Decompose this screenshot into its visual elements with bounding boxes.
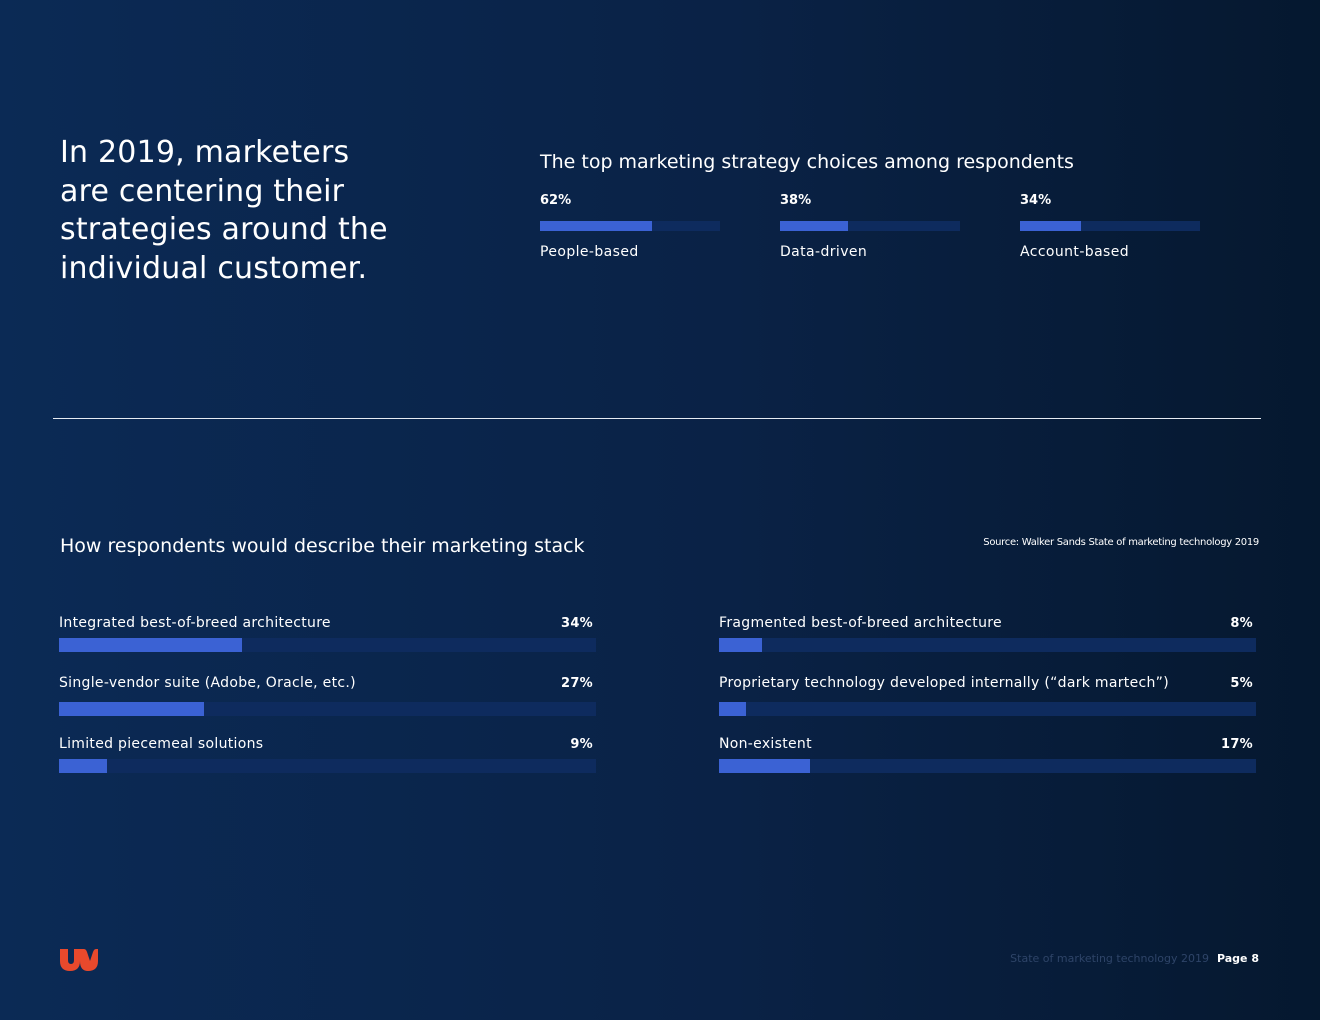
stack-label: Non-existent bbox=[719, 736, 812, 752]
stack-bar bbox=[59, 638, 242, 652]
stack-item-proprietary: Proprietary technology developed interna… bbox=[719, 675, 1256, 716]
stack-bar-track bbox=[59, 759, 596, 773]
section-divider bbox=[53, 418, 1261, 419]
stack-label: Integrated best-of-breed architecture bbox=[59, 615, 331, 631]
stack-percent: 8% bbox=[1230, 616, 1253, 631]
stack-percent: 9% bbox=[570, 737, 593, 752]
strategy-item-people-based: 62% People-based bbox=[540, 192, 720, 260]
strategy-percent: 34% bbox=[1020, 193, 1052, 208]
stack-bar-track bbox=[59, 638, 596, 652]
strategy-bar-track bbox=[780, 221, 960, 231]
headline: In 2019, marketers are centering their s… bbox=[60, 135, 388, 286]
stack-item-limited-piecemeal: Limited piecemeal solutions 9% bbox=[59, 736, 596, 773]
walker-sands-logo-icon bbox=[60, 949, 98, 975]
stack-bar bbox=[719, 759, 811, 773]
top-chart-title: The top marketing strategy choices among… bbox=[540, 151, 1074, 173]
strategy-item-data-driven: 38% Data-driven bbox=[780, 192, 960, 260]
footer: State of marketing technology 2019 Page 8 bbox=[1010, 952, 1259, 965]
stack-chart-title: How respondents would describe their mar… bbox=[60, 535, 585, 557]
strategy-percent: 62% bbox=[540, 193, 572, 208]
stack-bar bbox=[59, 759, 108, 773]
stack-percent: 5% bbox=[1230, 676, 1253, 691]
stack-percent: 27% bbox=[560, 676, 593, 691]
strategy-bar bbox=[1020, 221, 1082, 231]
strategy-bar bbox=[540, 221, 652, 231]
stack-item-integrated: Integrated best-of-breed architecture 34% bbox=[59, 615, 596, 652]
stack-label: Limited piecemeal solutions bbox=[59, 736, 264, 752]
source-note: Source: Walker Sands State of marketing … bbox=[983, 537, 1259, 548]
stack-bar-track bbox=[59, 702, 596, 716]
stack-bar bbox=[719, 638, 762, 652]
strategy-label: Data-driven bbox=[780, 244, 868, 260]
stack-bar-track bbox=[719, 638, 1256, 652]
strategy-percent: 38% bbox=[780, 193, 812, 208]
stack-percent: 34% bbox=[560, 616, 593, 631]
logo-right-shape bbox=[80, 949, 98, 971]
page-number: Page 8 bbox=[1216, 952, 1259, 965]
strategy-label: Account-based bbox=[1020, 244, 1130, 260]
stack-bar-track bbox=[719, 759, 1256, 773]
strategy-bar bbox=[780, 221, 849, 231]
stack-bar bbox=[719, 702, 746, 716]
stack-percent: 17% bbox=[1220, 737, 1253, 752]
stack-bar bbox=[59, 702, 204, 716]
stack-item-single-vendor: Single-vendor suite (Adobe, Oracle, etc.… bbox=[59, 675, 596, 716]
strategy-item-account-based: 34% Account-based bbox=[1020, 192, 1200, 260]
stack-item-non-existent: Non-existent 17% bbox=[719, 736, 1256, 773]
strategy-bar-track bbox=[540, 221, 720, 231]
stack-label: Fragmented best-of-breed architecture bbox=[719, 615, 1002, 631]
stack-label: Single-vendor suite (Adobe, Oracle, etc.… bbox=[59, 675, 356, 691]
logo-left-shape bbox=[60, 949, 80, 971]
stack-bar-track bbox=[719, 702, 1256, 716]
strategy-bar-track bbox=[1020, 221, 1200, 231]
strategy-label: People-based bbox=[540, 244, 639, 260]
stack-label: Proprietary technology developed interna… bbox=[719, 675, 1169, 691]
footer-doc-title: State of marketing technology 2019 bbox=[1010, 952, 1209, 965]
stack-item-fragmented: Fragmented best-of-breed architecture 8% bbox=[719, 615, 1256, 652]
